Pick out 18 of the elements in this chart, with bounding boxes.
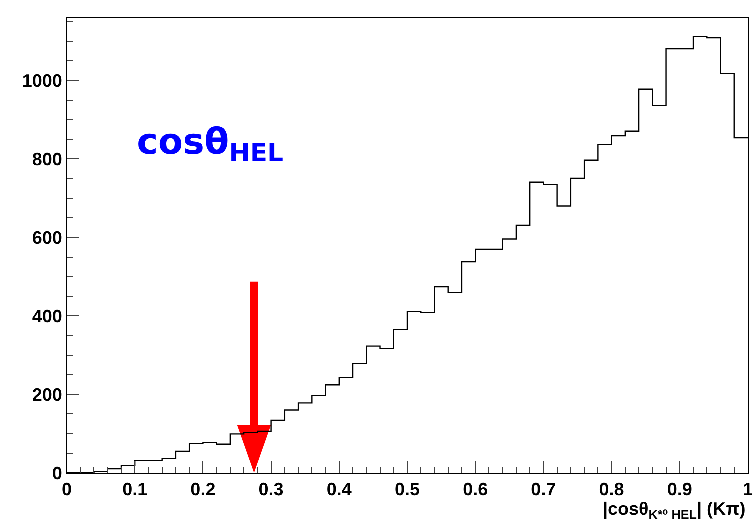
y-tick-label: 200 bbox=[32, 384, 62, 405]
y-tick-label: 800 bbox=[32, 150, 62, 170]
y-tick-label: 400 bbox=[32, 306, 62, 326]
x-axis-title: |cosθ$_{K*⁰ HEL}$| (Kπ) bbox=[603, 499, 746, 522]
x-tick-label: 0.9 bbox=[667, 480, 692, 500]
y-tick-label: 0 bbox=[52, 463, 62, 484]
x-tick-label: 0.6 bbox=[463, 480, 488, 500]
y-tick-label: 1000 bbox=[22, 71, 62, 92]
annotation: cosθ$_{HEL}$ bbox=[137, 122, 284, 168]
x-tick-label: 0.3 bbox=[258, 480, 284, 500]
x-tick-label: 0.5 bbox=[394, 480, 420, 500]
y-tick-label: 600 bbox=[32, 228, 62, 248]
x-tick-label: 0.7 bbox=[531, 480, 556, 500]
x-tick-label: 0.4 bbox=[326, 480, 352, 500]
x-tick-label: 0.2 bbox=[190, 480, 216, 500]
x-tick-label: 0.1 bbox=[122, 480, 148, 500]
x-tick-label: 1 bbox=[742, 480, 754, 500]
x-tick-label: 0.8 bbox=[599, 480, 624, 500]
